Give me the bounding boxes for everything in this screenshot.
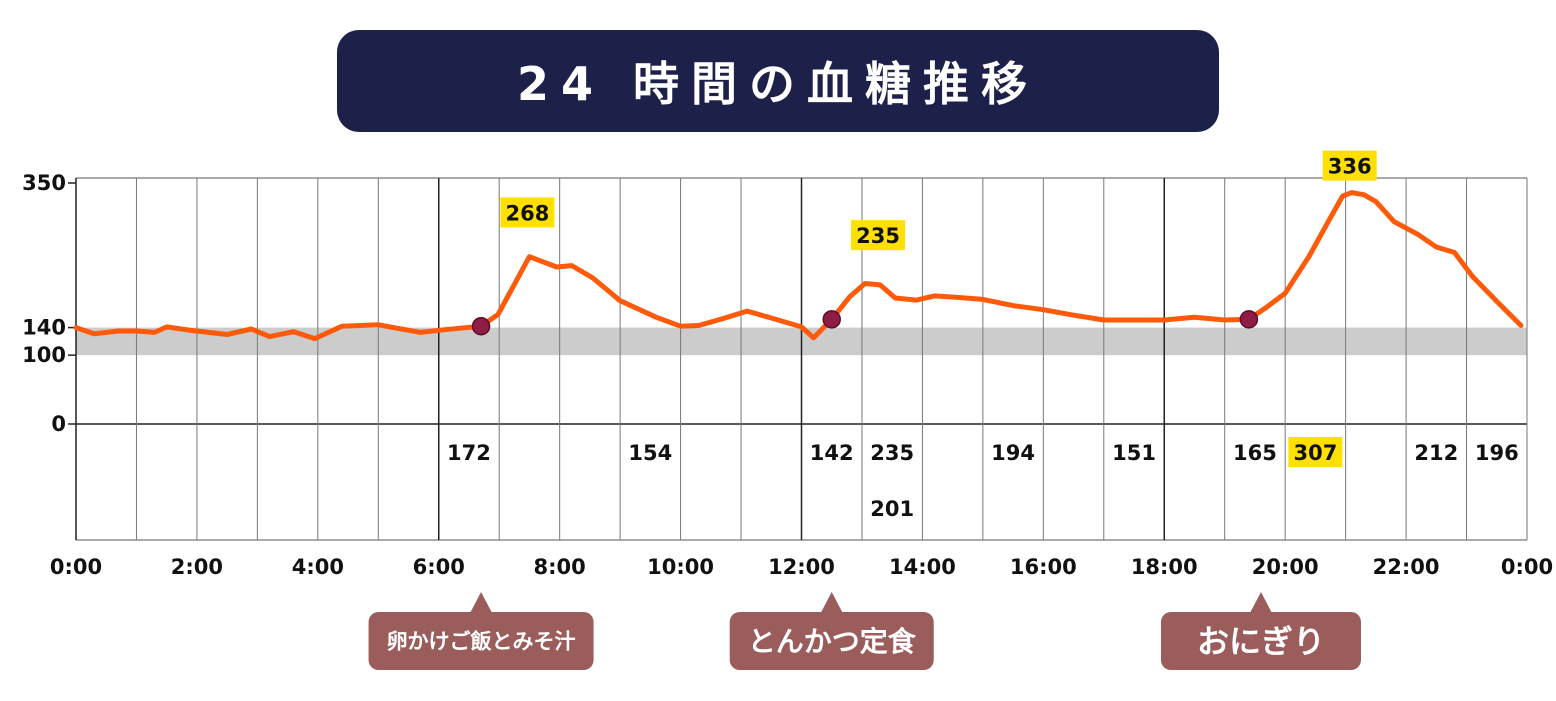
y-tick-label: 350	[22, 171, 66, 195]
meal-label: 卵かけご飯とみそ汁	[387, 630, 576, 654]
peak-label-bg	[500, 197, 555, 228]
x-tick-label: 0:00	[50, 555, 102, 579]
meal-callout: 卵かけご飯とみそ汁	[368, 592, 594, 670]
hourly-value-label: 165	[1233, 441, 1277, 465]
meal-label: とんかつ定食	[748, 625, 917, 658]
x-tick-label: 16:00	[1010, 555, 1077, 579]
hourly-value-label: 151	[1112, 441, 1156, 465]
meal-marker	[471, 316, 491, 336]
peak-label: 235	[856, 224, 900, 248]
meal-callout: とんかつ定食	[729, 592, 934, 670]
x-tick-label: 2:00	[171, 555, 223, 579]
peak-label-bg	[851, 220, 906, 251]
meal-marker	[1239, 310, 1259, 329]
y-tick-label: 100	[22, 343, 66, 367]
x-tick-label: 12:00	[768, 555, 835, 579]
callout-box	[729, 612, 934, 670]
hourly-value-label: 201	[870, 497, 914, 521]
hourly-value-label-bg	[1288, 437, 1343, 467]
hourly-value-label: 196	[1475, 441, 1519, 465]
chart-title: 24 時間の血糖推移	[516, 57, 1040, 111]
callout-box	[1160, 612, 1361, 670]
hourly-value-label: 172	[447, 441, 491, 465]
x-tick-label: 8:00	[534, 555, 586, 579]
hourly-value-label: 235	[870, 441, 914, 465]
peak-label: 336	[1328, 155, 1372, 179]
meal-marker	[822, 310, 841, 329]
peak-label: 268	[506, 201, 550, 225]
y-tick-label: 0	[51, 412, 66, 436]
x-tick-label: 4:00	[292, 555, 344, 579]
x-tick-label: 6:00	[413, 555, 465, 579]
y-tick-label: 140	[22, 316, 66, 340]
hourly-value-label: 212	[1414, 441, 1458, 465]
x-tick-label: 14:00	[889, 555, 956, 579]
callout-box	[368, 612, 594, 670]
glucose-line	[73, 190, 1524, 342]
x-tick-label: 10:00	[647, 555, 714, 579]
meal-label: おにぎり	[1197, 623, 1325, 661]
hourly-value-label: 154	[628, 441, 672, 465]
hourly-value-label: 194	[991, 441, 1035, 465]
meal-callout: おにぎり	[1160, 592, 1361, 670]
x-tick-label: 0:00	[1501, 555, 1553, 579]
title-banner: 24 時間の血糖推移	[337, 30, 1219, 132]
hourly-value-label: 142	[810, 441, 854, 465]
callout-pointer	[470, 592, 493, 613]
x-tick-label: 20:00	[1252, 555, 1319, 579]
callout-pointer	[820, 592, 843, 613]
peak-label-bg	[1322, 150, 1377, 181]
x-tick-label: 22:00	[1373, 555, 1440, 579]
hourly-value-label: 307	[1293, 441, 1337, 465]
x-tick-label: 18:00	[1131, 555, 1198, 579]
callout-pointer	[1249, 592, 1272, 613]
